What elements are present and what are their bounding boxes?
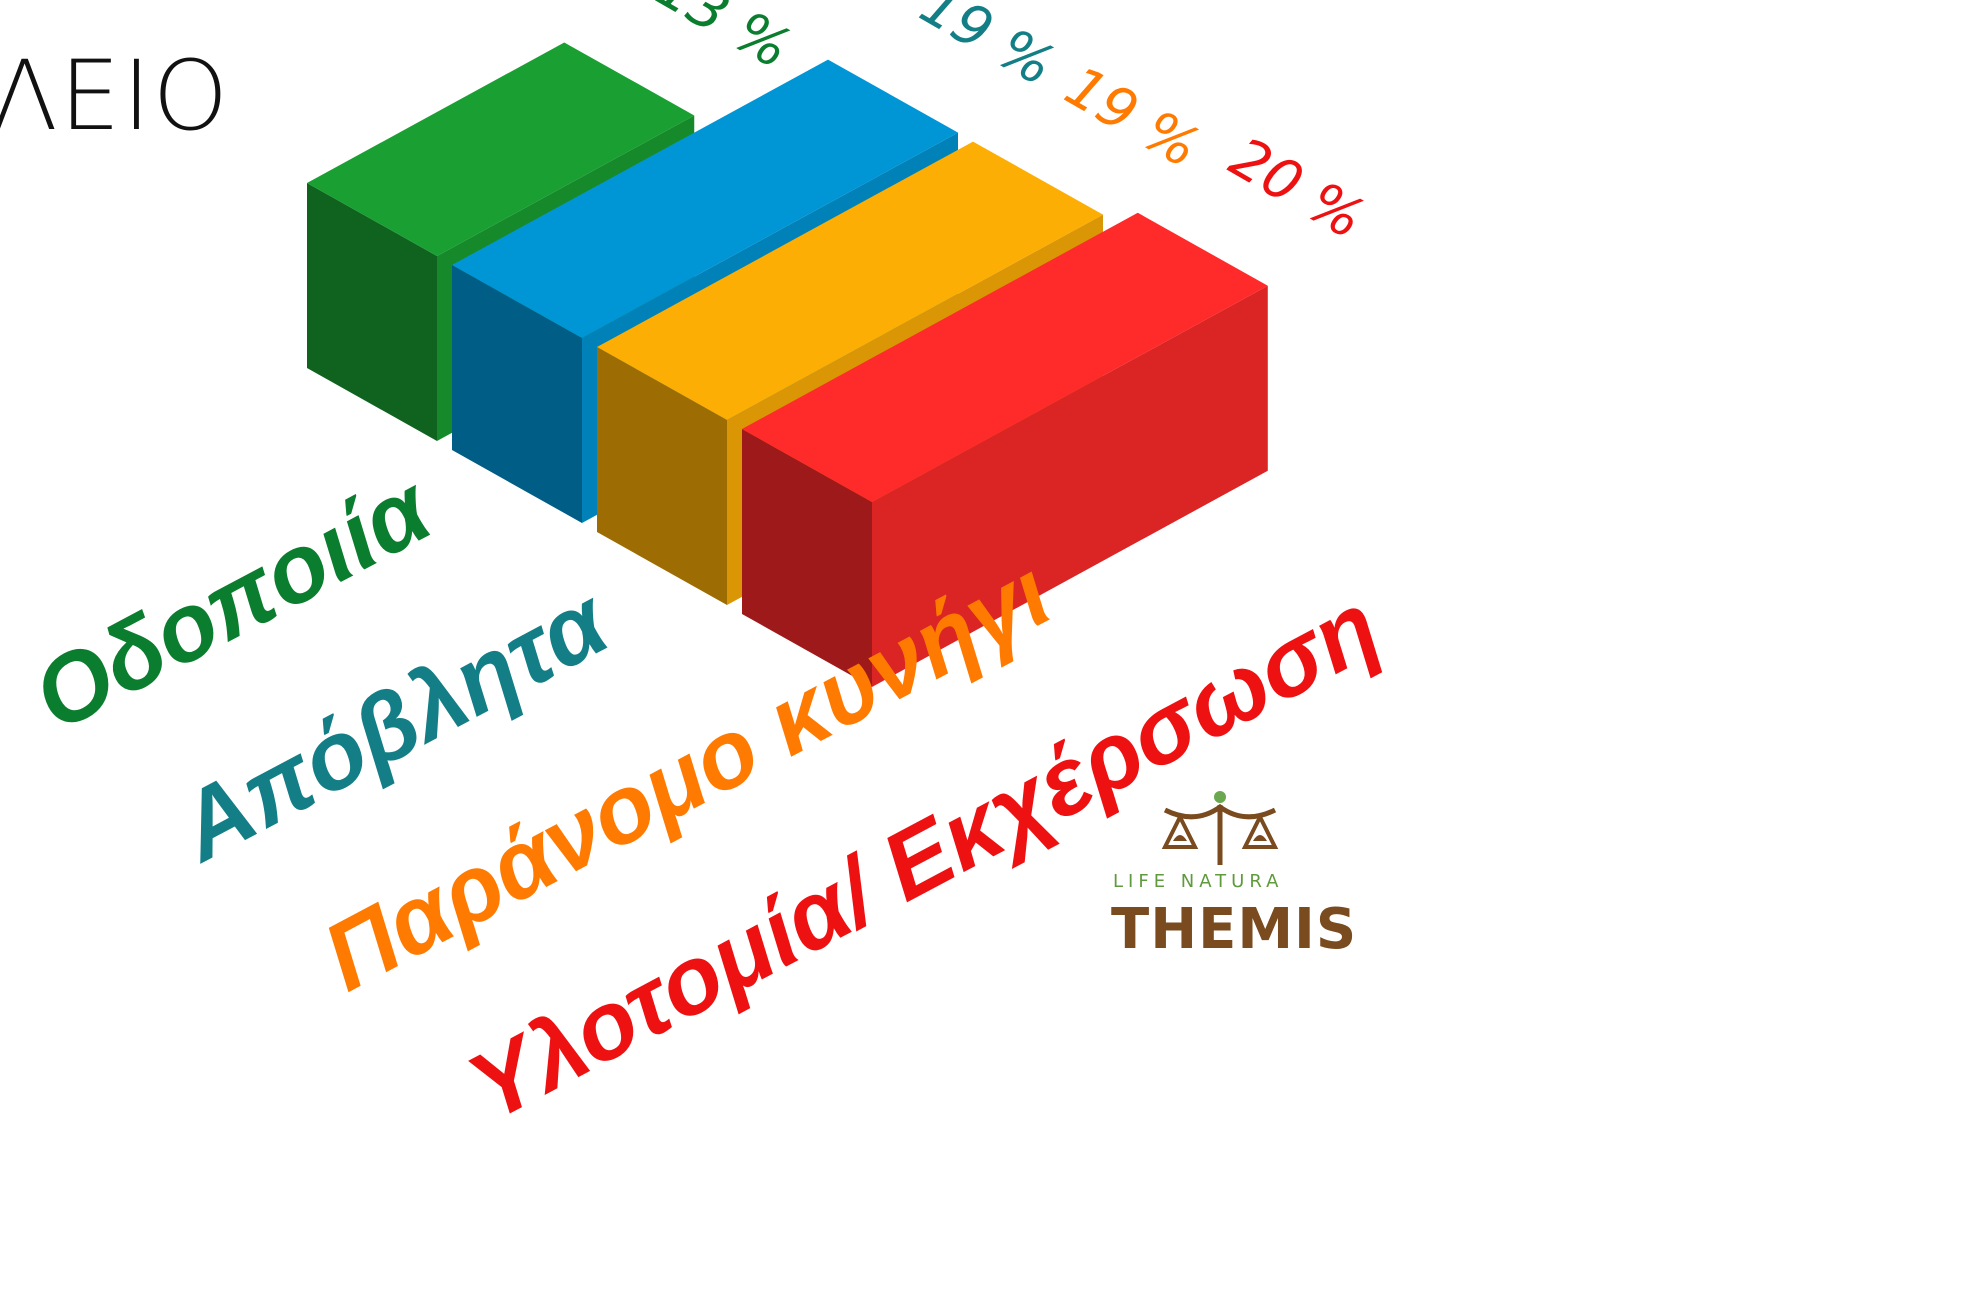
bar-front-face	[597, 347, 727, 605]
logo-subtitle: LIFE NATURA	[1113, 871, 1284, 892]
logo-wordmark: THEMIS	[1111, 897, 1358, 962]
value-label: 20 %	[1219, 125, 1375, 252]
bar	[742, 212, 1268, 687]
bar-front-face	[307, 183, 437, 441]
bar-top-face	[452, 59, 959, 339]
page-title: ΛΕΙΟ	[0, 40, 231, 152]
value-label: 19 %	[1054, 54, 1210, 181]
themis-logo: LIFE NATURA THEMIS	[1105, 785, 1365, 970]
bar-side-face	[872, 285, 1268, 687]
value-label: 13 %	[646, 0, 802, 82]
bar-top-face	[307, 42, 695, 256]
value-label: 19 %	[909, 0, 1065, 99]
bar-top-face	[597, 141, 1104, 420]
bars	[307, 42, 1268, 687]
bar-front-face	[742, 429, 872, 687]
bar-top-face	[742, 212, 1268, 502]
bar-front-face	[452, 265, 582, 523]
scales-of-justice-icon	[1161, 791, 1279, 865]
